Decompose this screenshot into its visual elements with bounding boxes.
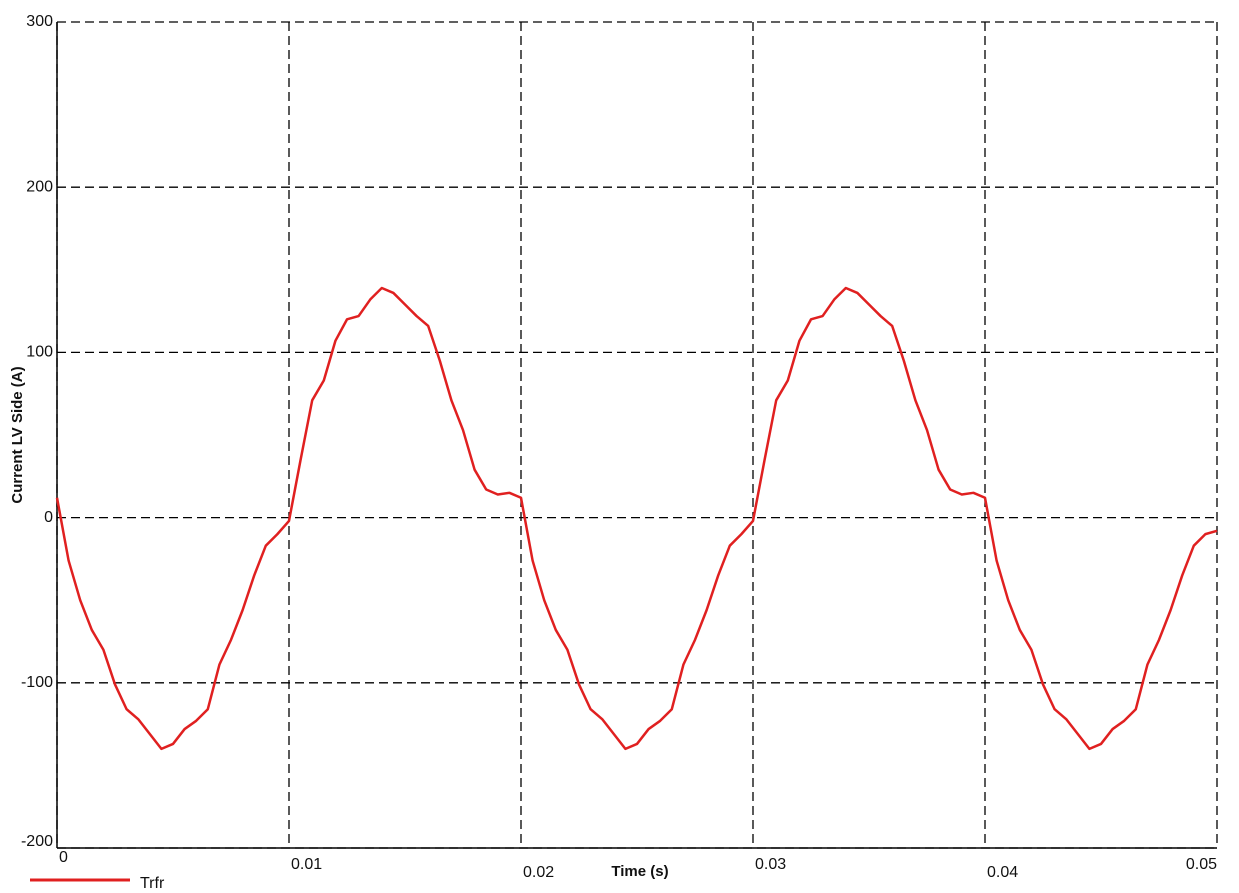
y-tick-label: 200 [26, 178, 53, 195]
x-tick-label: 0.02 [523, 864, 554, 881]
x-axis-title: Time (s) [611, 863, 668, 880]
x-tick-label: 0.04 [987, 864, 1018, 881]
y-tick-label: -100 [21, 674, 53, 691]
y-tick-label: 0 [44, 509, 53, 526]
y-tick-label: 300 [26, 13, 53, 30]
series-line [55, 286, 1218, 751]
y-tick-label: -200 [21, 833, 53, 850]
x-tick-label: 0.03 [755, 856, 786, 873]
x-tick-label: 0.05 [1186, 856, 1217, 873]
x-tick-label: 0.01 [291, 856, 322, 873]
y-tick-label: 100 [26, 344, 53, 361]
legend-label: Trfr [140, 875, 165, 892]
x-tick-label: 0 [59, 849, 68, 866]
y-axis-title: Current LV Side (A) [9, 366, 26, 503]
